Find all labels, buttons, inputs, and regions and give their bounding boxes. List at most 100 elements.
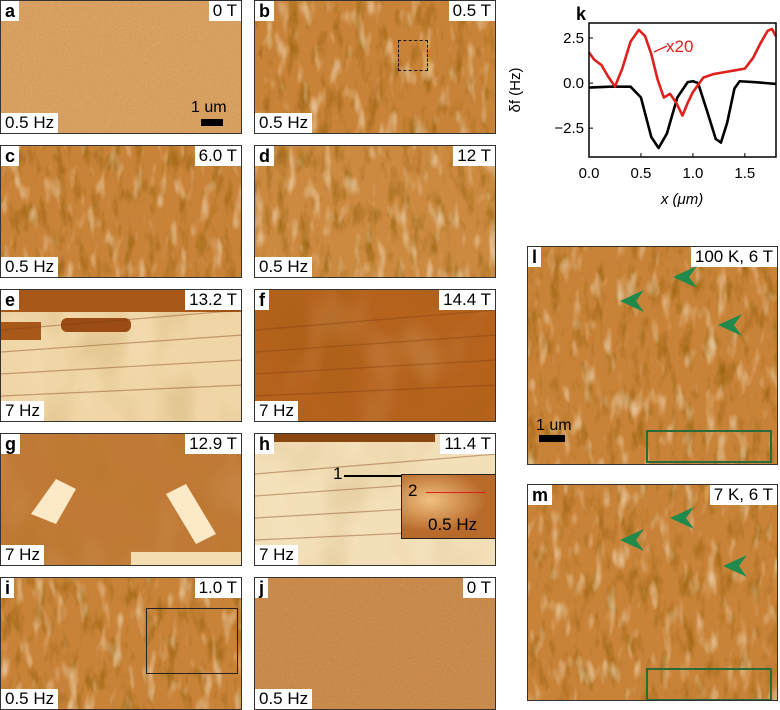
line-profile-2 xyxy=(426,492,486,493)
series-line-1 xyxy=(587,27,778,117)
arrow-marker-icon xyxy=(723,555,747,577)
frequency-label: 0.5 Hz xyxy=(255,113,313,133)
frequency-label: 0.5 Hz xyxy=(1,689,59,709)
marker-2: 2 xyxy=(408,481,418,500)
frequency-label: 0.5 Hz xyxy=(1,257,59,277)
marker-1: 1 xyxy=(333,464,343,483)
chart-panel-k: k 0.0 0.5 1.0 1.5 2.5 0.0 −2.5 x (μm) δf (Hz) x20 xyxy=(507,4,778,208)
microscopy-image xyxy=(255,1,495,133)
line-defect xyxy=(255,309,495,331)
field-label: 11.4 T xyxy=(440,434,495,454)
x-tick-label: 1.0 xyxy=(682,165,703,182)
frequency-label: 0.5 Hz xyxy=(255,689,313,709)
panel-e: e 13.2 T 7 Hz xyxy=(0,289,242,422)
light-region xyxy=(166,484,216,544)
arrow-marker-icon xyxy=(620,290,644,312)
scale-bar xyxy=(539,435,565,442)
line-defect xyxy=(255,334,495,353)
panel-m: m 7 K, 6 T xyxy=(527,484,778,701)
field-label: 14.4 T xyxy=(439,290,495,310)
microscopy-image xyxy=(1,434,241,565)
zoom-box xyxy=(146,608,238,674)
frequency-label: 7 Hz xyxy=(255,545,298,565)
dark-region xyxy=(61,318,131,332)
line-defect xyxy=(1,334,241,353)
panel-l: l 100 K, 6 T 1 um xyxy=(527,246,778,465)
panel-letter: d xyxy=(255,146,274,166)
frequency-label: 7 Hz xyxy=(255,401,298,421)
field-label: 0.5 T xyxy=(448,1,495,21)
panel-letter: l xyxy=(528,247,542,267)
y-tick-label: 0.0 xyxy=(563,75,584,92)
y-tick-label: 2.5 xyxy=(563,30,584,47)
panel-letter: g xyxy=(1,434,20,454)
field-label: 13.2 T xyxy=(185,290,241,310)
microscopy-image xyxy=(1,290,241,421)
panel-letter: k xyxy=(576,4,587,24)
inset-frequency-label: 0.5 Hz xyxy=(428,515,478,534)
panel-i: i 1.0 T 0.5 Hz xyxy=(0,577,242,710)
series-line-0 xyxy=(588,79,777,150)
panel-h: h 11.4 T 7 Hz 2 0.5 Hz 1 xyxy=(254,433,496,566)
scale-bar xyxy=(201,119,223,126)
annotation-leader xyxy=(653,45,668,53)
panel-j: j 0 T 0.5 Hz xyxy=(254,577,496,710)
panel-d: d 12 T 0.5 Hz xyxy=(254,145,496,278)
panel-c: c 6.0 T 0.5 Hz xyxy=(0,145,242,278)
y-tick-label: −2.5 xyxy=(554,120,584,137)
frequency-label: 0.5 Hz xyxy=(255,257,313,277)
dark-region xyxy=(1,290,241,312)
panel-letter: f xyxy=(255,290,269,310)
panel-b: b 0.5 T 0.5 Hz xyxy=(254,0,496,134)
dark-region xyxy=(1,322,41,340)
field-label: 100 K, 6 T xyxy=(690,247,777,267)
line-defect xyxy=(1,384,241,397)
x-tick-label: 0.0 xyxy=(579,165,600,182)
panel-g: g 12.9 T 7 Hz xyxy=(0,433,242,566)
frequency-label: 7 Hz xyxy=(1,401,44,421)
inset-image: 2 0.5 Hz xyxy=(401,474,495,539)
panel-letter: b xyxy=(255,1,274,21)
highlight-box xyxy=(646,668,772,700)
microscopy-image xyxy=(1,1,241,133)
field-label: 12.9 T xyxy=(185,434,241,454)
panel-letter: h xyxy=(255,434,274,454)
panel-a: a 0 T 0.5 Hz 1 um xyxy=(0,0,242,134)
highlight-box xyxy=(646,430,772,463)
x-tick-label: 0.5 xyxy=(631,165,652,182)
microscopy-image xyxy=(1,146,241,277)
annotation-x20: x20 xyxy=(666,37,693,56)
microscopy-image xyxy=(528,247,777,464)
line-defect xyxy=(255,359,495,375)
dark-region xyxy=(255,434,435,442)
plot-frame xyxy=(588,22,777,158)
field-label: 0 T xyxy=(462,578,495,598)
light-region xyxy=(31,479,76,524)
y-axis-label: δf (Hz) xyxy=(507,67,524,112)
zoom-box xyxy=(398,40,428,71)
line-defect xyxy=(1,359,241,375)
line-defect xyxy=(255,453,495,475)
x-axis-label: x (μm) xyxy=(660,191,703,208)
scale-bar-label: 1 um xyxy=(191,99,227,116)
line-profile-1 xyxy=(344,475,401,477)
field-label: 1.0 T xyxy=(194,578,241,598)
microscopy-image xyxy=(255,578,495,709)
arrow-marker-icon xyxy=(673,266,697,288)
frequency-label: 7 Hz xyxy=(1,545,44,565)
x-tick-label: 1.5 xyxy=(734,165,755,182)
microscopy-image xyxy=(255,290,495,421)
panel-letter: c xyxy=(1,146,20,166)
panel-f: f 14.4 T 7 Hz xyxy=(254,289,496,422)
light-region xyxy=(131,552,241,565)
field-label: 0 T xyxy=(208,1,241,21)
microscopy-image xyxy=(255,146,495,277)
arrow-marker-icon xyxy=(670,507,694,529)
panel-letter: j xyxy=(255,578,269,598)
field-label: 12 T xyxy=(453,146,495,166)
field-label: 7 K, 6 T xyxy=(709,485,777,505)
panel-letter: i xyxy=(1,578,15,598)
line-defect xyxy=(255,384,495,397)
line-defect xyxy=(1,309,241,331)
microscopy-image xyxy=(528,485,777,700)
